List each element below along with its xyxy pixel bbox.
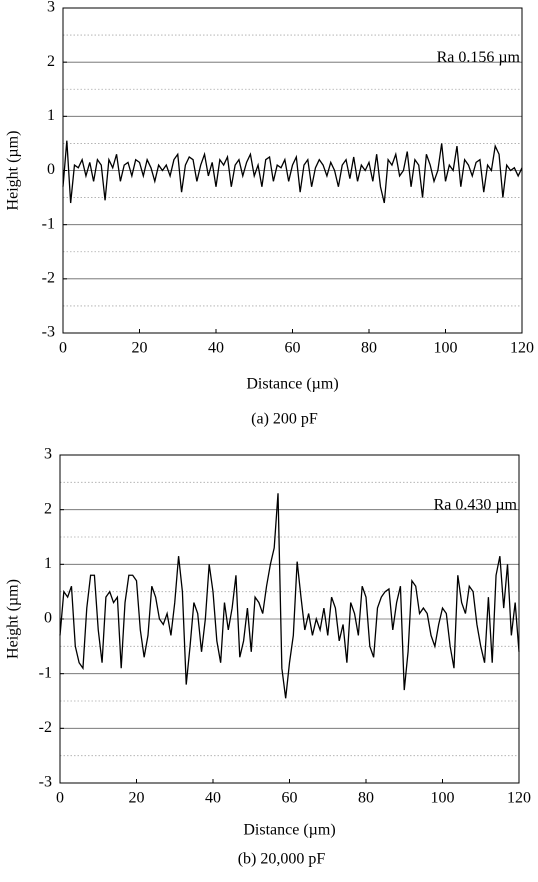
y-tick-label: -3 <box>39 774 52 791</box>
y-tick-label: -1 <box>39 664 52 681</box>
x-tick-label: 40 <box>208 340 224 357</box>
chart-title: (a) 200 pF <box>251 411 318 428</box>
y-axis-label: Height (µm) <box>5 579 22 659</box>
plot-frame <box>62 7 523 334</box>
x-axis-label: Distance (µm) <box>243 822 335 839</box>
x-tick-label: 100 <box>431 790 455 807</box>
y-tick-label: 1 <box>47 107 55 124</box>
x-tick-label: 60 <box>285 340 301 357</box>
annotation: Ra 0.430 µm <box>434 497 518 514</box>
x-tick-label: 120 <box>510 340 534 357</box>
profile-line <box>62 140 523 204</box>
profile-line <box>59 493 520 699</box>
y-axis-label: Height (µm) <box>5 131 22 211</box>
x-tick-label: 80 <box>361 340 377 357</box>
y-tick-label: -1 <box>42 215 55 232</box>
x-tick-label: 0 <box>56 790 64 807</box>
y-tick-label: -3 <box>42 324 55 341</box>
y-tick-label: 1 <box>44 555 52 572</box>
y-tick-label: 0 <box>44 610 52 627</box>
x-tick-label: 20 <box>132 340 148 357</box>
x-tick-label: 0 <box>59 340 67 357</box>
y-tick-label: 3 <box>44 446 52 463</box>
annotation: Ra 0.156 µm <box>437 49 521 66</box>
x-tick-label: 100 <box>434 340 458 357</box>
x-tick-label: 60 <box>282 790 298 807</box>
y-tick-label: -2 <box>42 270 55 287</box>
plot-frame <box>59 454 520 784</box>
x-tick-label: 20 <box>129 790 145 807</box>
x-tick-label: 80 <box>358 790 374 807</box>
y-tick-label: 2 <box>47 53 55 70</box>
x-tick-label: 40 <box>205 790 221 807</box>
y-tick-label: 3 <box>47 0 55 16</box>
x-axis-label: Distance (µm) <box>246 376 338 393</box>
y-tick-label: 0 <box>47 161 55 178</box>
y-tick-label: 2 <box>44 500 52 517</box>
x-tick-label: 120 <box>507 790 531 807</box>
y-tick-label: -2 <box>39 719 52 736</box>
chart-title: (b) 20,000 pF <box>238 851 326 868</box>
